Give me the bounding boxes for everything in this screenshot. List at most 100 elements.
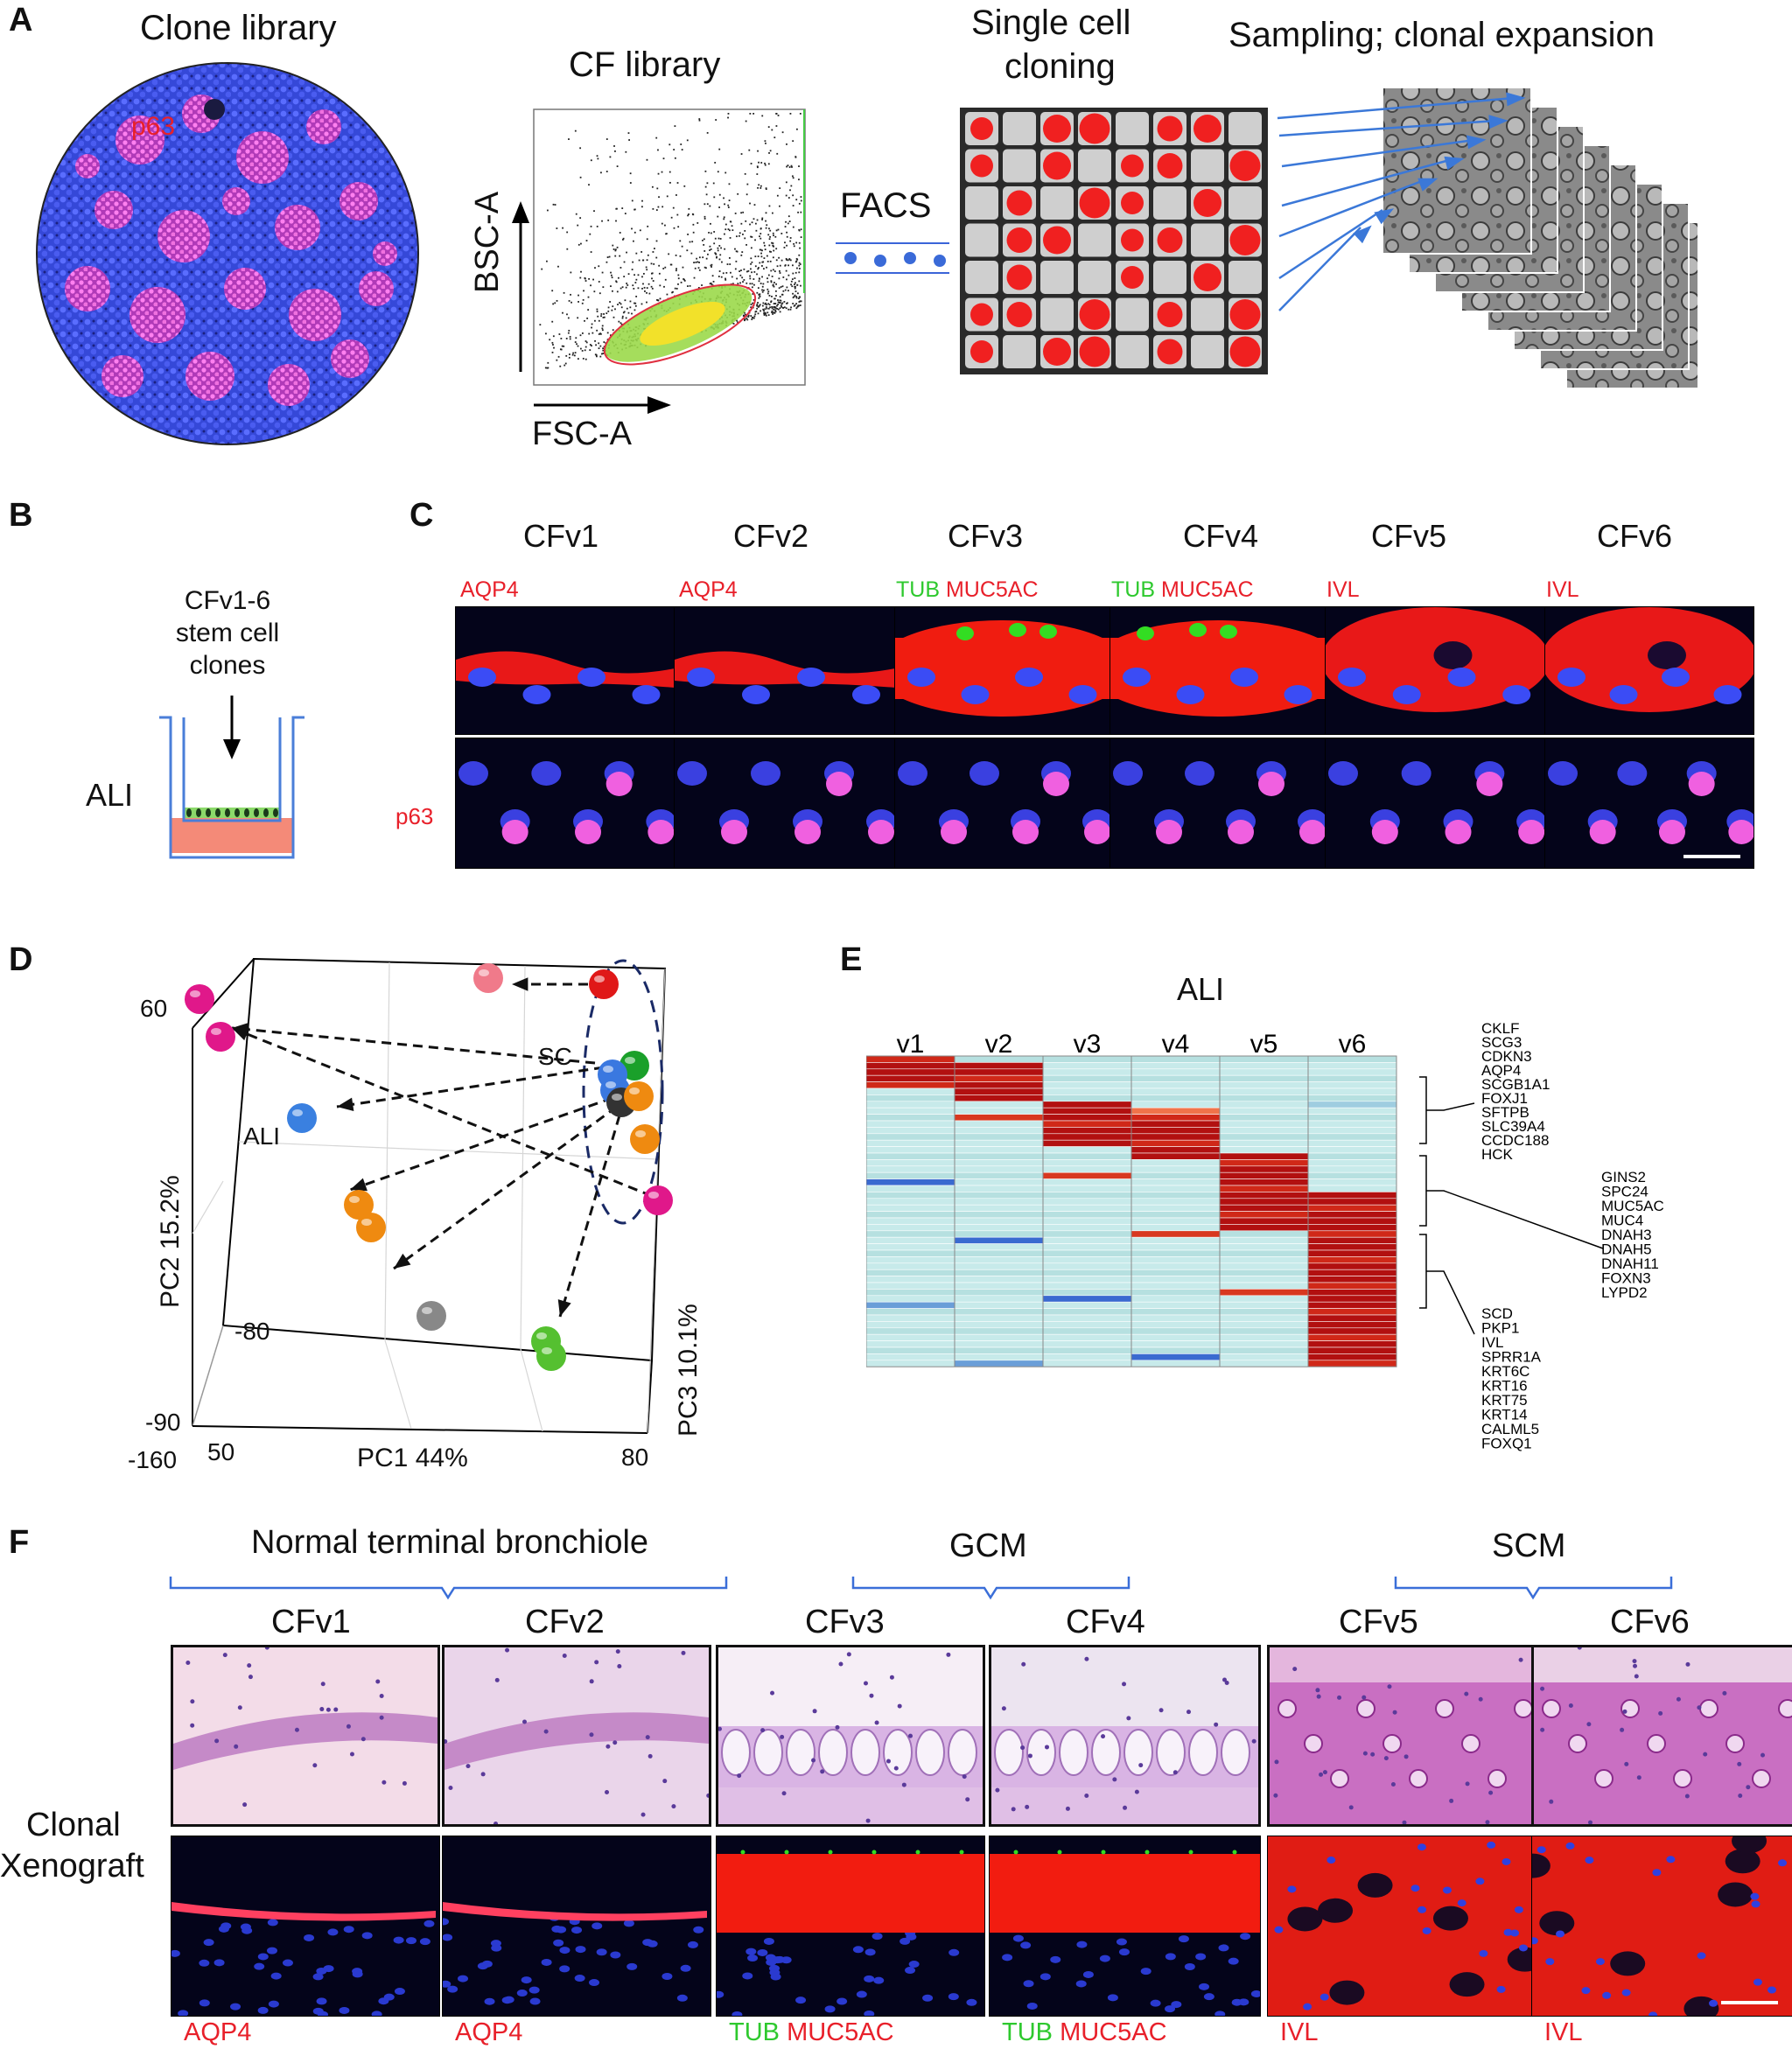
heatmap-cell: [1219, 1081, 1309, 1089]
c-if-top-5: [1325, 606, 1546, 735]
red-marker: MUC5AC: [945, 577, 1039, 602]
heatmap-cell: [1307, 1249, 1397, 1257]
heatmap-cell: [866, 1171, 956, 1179]
heatmap-cell: [866, 1327, 956, 1335]
heatmap-cell: [1130, 1276, 1221, 1283]
pc2-tick-m90: -90: [145, 1409, 181, 1436]
heatmap-cell: [1130, 1360, 1221, 1367]
heatmap-cell: [866, 1120, 956, 1128]
heatmap-cell: [1130, 1165, 1221, 1173]
clonal-label: Clonal: [26, 1807, 121, 1843]
heatmap-cell: [1219, 1114, 1309, 1122]
heatmap-cell: [954, 1204, 1044, 1212]
heatmap-cell: [954, 1178, 1044, 1186]
heatmap-cell: [1219, 1314, 1309, 1322]
red-marker: AQP4: [460, 577, 519, 602]
heatmap-cell: [1130, 1094, 1221, 1102]
heatmap-cell: [1130, 1353, 1221, 1361]
heatmap-cell: [1130, 1101, 1221, 1108]
pc1-tick-80: 80: [621, 1444, 649, 1471]
c-if-p63-1: [455, 738, 676, 869]
heatmap-cell: [1307, 1236, 1397, 1244]
heatmap-cell: [1219, 1236, 1309, 1244]
heatmap-cell: [1042, 1236, 1132, 1244]
heatmap-cell: [866, 1289, 956, 1297]
heatmap-cell: [954, 1262, 1044, 1270]
heatmap-cell: [954, 1282, 1044, 1290]
c-marker-label-6: IVL: [1546, 577, 1579, 603]
facs-label: FACS: [840, 186, 932, 225]
heatmap-cell: [1307, 1360, 1397, 1367]
tub-marker: TUB: [1002, 2018, 1060, 2046]
heatmap-cell: [954, 1198, 1044, 1206]
heatmap-cell: [1307, 1074, 1397, 1082]
heatmap-cell: [1130, 1333, 1221, 1341]
heatmap-cell: [954, 1114, 1044, 1122]
heatmap-cell: [1307, 1127, 1397, 1135]
heatmap-cell: [1307, 1327, 1397, 1335]
heatmap-cell: [866, 1353, 956, 1361]
heatmap-cell: [1130, 1346, 1221, 1354]
heatmap-col-label: v4: [1162, 1030, 1190, 1059]
c-clone-label-1: CFv1: [523, 518, 599, 554]
tub-marker: TUB: [1111, 577, 1161, 602]
gene-label: FOXN3: [1601, 1270, 1651, 1287]
heatmap-cell: [1042, 1087, 1132, 1095]
heatmap-cell: [1219, 1295, 1309, 1303]
heatmap-cell: [1042, 1107, 1132, 1115]
heatmap-cell: [1042, 1308, 1132, 1316]
heatmap-cell: [954, 1127, 1044, 1135]
f-he-image-3: [716, 1645, 985, 1827]
pca-point: [643, 1185, 673, 1215]
heatmap-cell: [1307, 1243, 1397, 1251]
heatmap-cell: [1042, 1321, 1132, 1329]
heatmap-cell: [1219, 1243, 1309, 1251]
heatmap-cell: [1042, 1262, 1132, 1270]
pca-point: [630, 1124, 660, 1154]
heatmap-cell: [866, 1133, 956, 1141]
pca-point: [589, 969, 619, 999]
heatmap-cell: [1130, 1178, 1221, 1186]
heatmap-cell: [1219, 1185, 1309, 1192]
heatmap-cell: [1042, 1159, 1132, 1167]
heatmap-cell: [1307, 1308, 1397, 1316]
heatmap-col-label: v6: [1339, 1030, 1367, 1059]
heatmap-cell: [954, 1308, 1044, 1316]
tub-marker: TUB: [729, 2018, 788, 2046]
heatmap-cell: [1307, 1289, 1397, 1297]
heatmap-cell: [954, 1062, 1044, 1070]
heatmap-cell: [866, 1333, 956, 1341]
f-he-image-5: [1267, 1645, 1535, 1827]
heatmap-cell: [954, 1314, 1044, 1322]
facs-scatter-plot: [512, 108, 806, 414]
heatmap-cell: [1130, 1204, 1221, 1212]
heatmap-cell: [954, 1276, 1044, 1283]
heatmap-cell: [1130, 1192, 1221, 1199]
pca-3d-plot: [185, 957, 673, 1434]
b-text-line3: clones: [189, 651, 266, 680]
tub-marker: TUB: [896, 577, 946, 602]
heatmap-cell: [954, 1101, 1044, 1108]
pc3-axis-label: PC3 10.1%: [674, 1304, 703, 1437]
facs-sorting-icon: [836, 242, 949, 274]
heatmap-cell: [866, 1055, 956, 1063]
heatmap-cell: [1307, 1062, 1397, 1070]
gene-label: GINS2: [1601, 1169, 1646, 1185]
heatmap-cell: [1307, 1198, 1397, 1206]
c-clone-label-4: CFv4: [1183, 518, 1259, 554]
heatmap-cell: [1130, 1139, 1221, 1147]
heatmap-cell: [1042, 1314, 1132, 1322]
heatmap-cell: [866, 1146, 956, 1154]
heatmap-cell: [1219, 1152, 1309, 1160]
ali-transwell-diagram: [159, 696, 304, 859]
panel-c-label: C: [410, 497, 434, 534]
gene-label: LYPD2: [1601, 1284, 1648, 1301]
heatmap-cell: [1130, 1256, 1221, 1264]
heatmap-cell: [1130, 1068, 1221, 1076]
heatmap-cell: [866, 1204, 956, 1212]
heatmap-cell: [1307, 1346, 1397, 1354]
gene-label: KRT16: [1481, 1378, 1528, 1395]
heatmap-cell: [866, 1314, 956, 1322]
cf-library-title: CF library: [569, 45, 721, 84]
gene-label: SFTPB: [1481, 1104, 1530, 1121]
